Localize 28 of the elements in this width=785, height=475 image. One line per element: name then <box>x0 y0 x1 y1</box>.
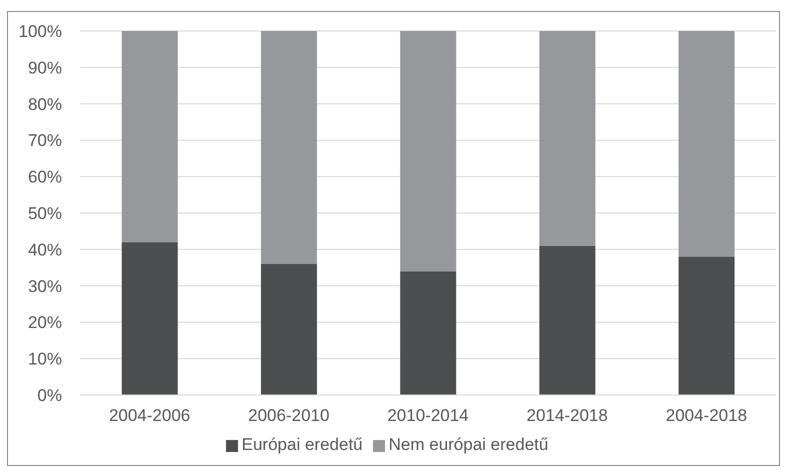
y-tick-label: 80% <box>28 94 62 114</box>
bar <box>539 31 596 246</box>
bar <box>678 31 735 257</box>
y-tick-label: 20% <box>28 313 62 332</box>
y-tick-label: 0% <box>37 386 62 406</box>
legend-label: Európai eredetű <box>242 435 363 454</box>
bar <box>678 256 735 395</box>
x-tick-label: 2010-2014 <box>387 406 469 426</box>
y-tick-label: 100% <box>18 22 62 42</box>
y-tick-label: 30% <box>28 276 62 296</box>
bar <box>122 31 178 242</box>
y-tick-label: 50% <box>28 204 62 224</box>
bar <box>539 246 596 395</box>
y-tick-label: 90% <box>28 58 62 78</box>
bar <box>260 264 317 395</box>
y-tick-label: 60% <box>28 168 62 187</box>
x-tick-label: 2004-2018 <box>666 406 748 426</box>
x-tick-label: 2014-2018 <box>526 406 608 426</box>
y-tick-label: 40% <box>28 240 62 260</box>
bar <box>400 271 456 395</box>
bar <box>260 31 317 264</box>
x-tick-label: 2006-2010 <box>248 406 330 426</box>
legend-label: Nem európai eredetű <box>388 435 548 454</box>
y-tick-label: 10% <box>28 350 62 369</box>
y-tick-label: 70% <box>28 131 62 150</box>
bar <box>400 31 456 272</box>
bar <box>122 242 178 395</box>
x-tick-label: 2004-2006 <box>108 406 190 426</box>
